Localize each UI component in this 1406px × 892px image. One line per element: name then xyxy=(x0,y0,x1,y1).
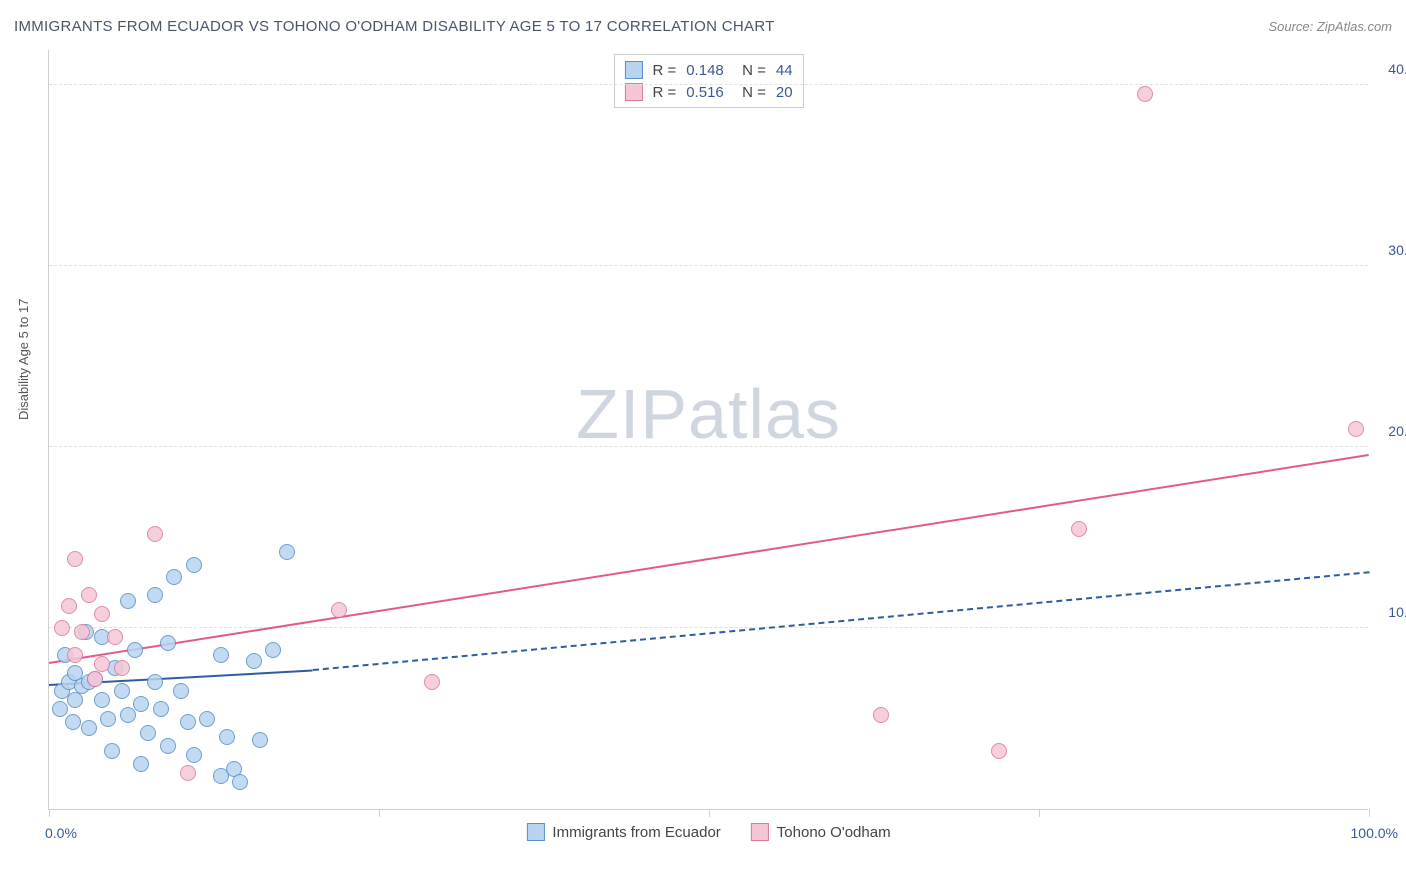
data-point-series1 xyxy=(65,714,81,730)
legend-correlation-box: R = 0.148 N = 44 R = 0.516 N = 20 xyxy=(613,54,803,108)
series1-name: Immigrants from Ecuador xyxy=(552,824,720,841)
data-point-series1 xyxy=(133,696,149,712)
x-tick xyxy=(379,809,380,817)
gridline xyxy=(49,265,1368,266)
data-point-series1 xyxy=(133,756,149,772)
title-bar: IMMIGRANTS FROM ECUADOR VS TOHONO O'ODHA… xyxy=(14,18,1392,35)
chart-title: IMMIGRANTS FROM ECUADOR VS TOHONO O'ODHA… xyxy=(14,18,775,35)
gridline xyxy=(49,446,1368,447)
data-point-series1 xyxy=(52,701,68,717)
data-point-series1 xyxy=(213,647,229,663)
swatch-series1 xyxy=(624,61,642,79)
data-point-series1 xyxy=(180,714,196,730)
legend-r-label: R = xyxy=(652,84,676,101)
y-tick-label: 40.0% xyxy=(1388,61,1406,77)
data-point-series1 xyxy=(153,701,169,717)
data-point-series2 xyxy=(147,526,163,542)
x-axis-max-label: 100.0% xyxy=(1351,825,1398,841)
data-point-series2 xyxy=(180,765,196,781)
data-point-series1 xyxy=(265,642,281,658)
data-point-series1 xyxy=(173,683,189,699)
data-point-series1 xyxy=(147,587,163,603)
data-point-series1 xyxy=(186,747,202,763)
data-point-series1 xyxy=(120,593,136,609)
data-point-series2 xyxy=(61,598,77,614)
legend-row-series1: R = 0.148 N = 44 xyxy=(624,59,792,81)
swatch-series2-bottom xyxy=(751,823,769,841)
data-point-series1 xyxy=(94,692,110,708)
data-point-series1 xyxy=(100,711,116,727)
data-point-series1 xyxy=(252,732,268,748)
swatch-series1-bottom xyxy=(526,823,544,841)
x-tick xyxy=(1369,809,1370,817)
data-point-series2 xyxy=(54,620,70,636)
swatch-series2 xyxy=(624,83,642,101)
data-point-series2 xyxy=(1137,86,1153,102)
data-point-series2 xyxy=(1071,521,1087,537)
data-point-series1 xyxy=(232,774,248,790)
chart-container: IMMIGRANTS FROM ECUADOR VS TOHONO O'ODHA… xyxy=(0,0,1406,892)
trend-line-extrapolated xyxy=(313,572,1369,672)
watermark-zip: ZIP xyxy=(576,375,688,453)
data-point-series1 xyxy=(160,738,176,754)
data-point-series1 xyxy=(120,707,136,723)
data-point-series1 xyxy=(213,768,229,784)
data-point-series1 xyxy=(199,711,215,727)
y-tick-label: 30.0% xyxy=(1388,242,1406,258)
legend-n-value-2: 20 xyxy=(776,84,793,101)
data-point-series1 xyxy=(160,635,176,651)
legend-n-label: N = xyxy=(734,84,766,101)
data-point-series1 xyxy=(166,569,182,585)
data-point-series2 xyxy=(67,551,83,567)
data-point-series2 xyxy=(81,587,97,603)
data-point-series2 xyxy=(107,629,123,645)
plot-area: ZIPatlas R = 0.148 N = 44 R = 0.516 N = … xyxy=(48,50,1368,810)
series2-name: Tohono O'odham xyxy=(777,824,891,841)
x-tick xyxy=(49,809,50,817)
watermark: ZIPatlas xyxy=(576,374,841,454)
gridline xyxy=(49,627,1368,628)
data-point-series2 xyxy=(424,674,440,690)
y-tick-label: 10.0% xyxy=(1388,604,1406,620)
data-point-series2 xyxy=(114,660,130,676)
watermark-atlas: atlas xyxy=(688,375,841,453)
data-point-series2 xyxy=(67,647,83,663)
legend-item-series1: Immigrants from Ecuador xyxy=(526,823,720,841)
data-point-series2 xyxy=(873,707,889,723)
legend-r-value-1: 0.148 xyxy=(686,62,724,79)
data-point-series1 xyxy=(279,544,295,560)
legend-n-label: N = xyxy=(734,62,766,79)
data-point-series1 xyxy=(81,720,97,736)
x-tick xyxy=(1039,809,1040,817)
gridline xyxy=(49,84,1368,85)
data-point-series2 xyxy=(1348,421,1364,437)
legend-n-value-1: 44 xyxy=(776,62,793,79)
legend-item-series2: Tohono O'odham xyxy=(751,823,891,841)
data-point-series2 xyxy=(94,606,110,622)
data-point-series1 xyxy=(104,743,120,759)
x-axis-min-label: 0.0% xyxy=(45,825,77,841)
legend-r-label: R = xyxy=(652,62,676,79)
data-point-series1 xyxy=(67,692,83,708)
data-point-series2 xyxy=(331,602,347,618)
x-tick xyxy=(709,809,710,817)
data-point-series1 xyxy=(186,557,202,573)
data-point-series1 xyxy=(147,674,163,690)
data-point-series1 xyxy=(114,683,130,699)
data-point-series2 xyxy=(991,743,1007,759)
legend-series-names: Immigrants from Ecuador Tohono O'odham xyxy=(526,823,890,841)
data-point-series2 xyxy=(87,671,103,687)
data-point-series1 xyxy=(127,642,143,658)
y-tick-label: 20.0% xyxy=(1388,423,1406,439)
source-attribution: Source: ZipAtlas.com xyxy=(1268,19,1392,34)
data-point-series1 xyxy=(219,729,235,745)
legend-r-value-2: 0.516 xyxy=(686,84,724,101)
data-point-series2 xyxy=(74,624,90,640)
y-axis-label: Disability Age 5 to 17 xyxy=(16,299,31,420)
data-point-series1 xyxy=(246,653,262,669)
data-point-series1 xyxy=(140,725,156,741)
